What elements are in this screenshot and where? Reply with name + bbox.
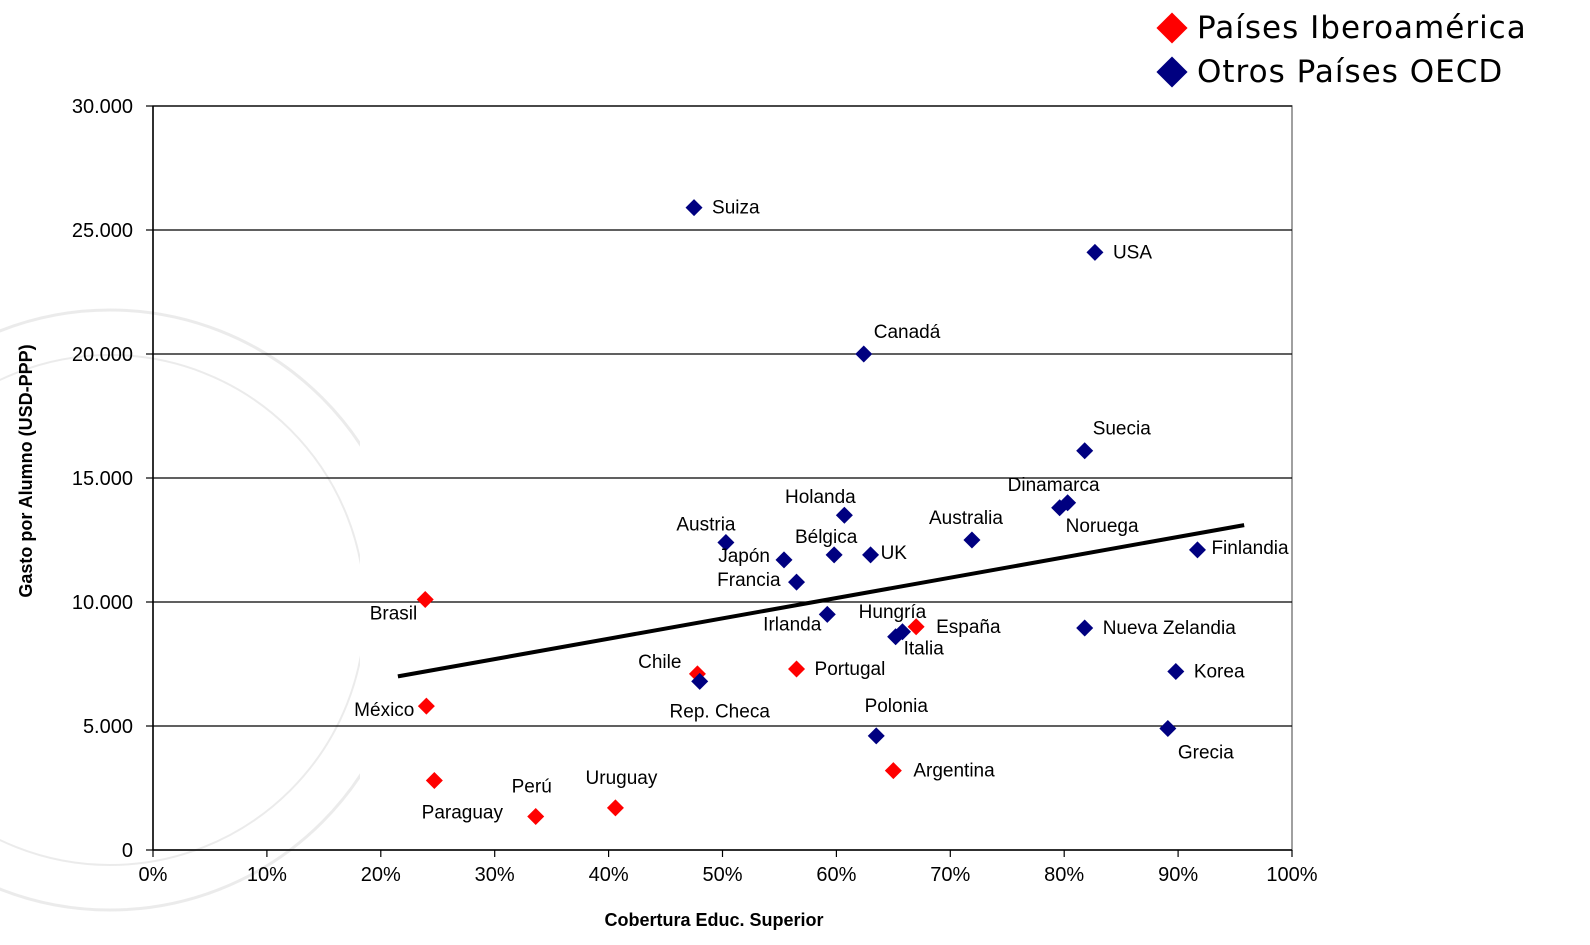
x-axis-ticks: 0% 10% 20% 30% 40% 50% 60% 70% 80% 90% 100% [139, 850, 1318, 886]
legend-item-iberoamerica: Países Iberoamérica [1155, 6, 1527, 50]
data-point [527, 808, 545, 826]
y-tick-label: 10.000 [72, 592, 133, 614]
data-point [425, 772, 443, 790]
x-tick-label: 30% [475, 864, 515, 886]
data-point [825, 546, 843, 564]
legend-item-oecd: Otros Países OECD [1155, 50, 1527, 94]
y-tick-label: 20.000 [72, 344, 133, 366]
data-point [691, 672, 709, 690]
legend-label-oecd: Otros Países OECD [1197, 54, 1504, 90]
data-point [887, 628, 905, 646]
y-tick-label: 25.000 [72, 220, 133, 242]
data-point [606, 799, 624, 817]
data-point [907, 618, 925, 636]
data-point [417, 697, 435, 715]
x-tick-label: 10% [247, 864, 287, 886]
point-label: Bélgica [795, 527, 858, 548]
trendline [397, 523, 1245, 679]
point-label: Austria [676, 514, 736, 535]
navy-diamond-icon [1156, 56, 1188, 88]
point-label: Finlandia [1211, 538, 1289, 559]
point-label: Noruega [1066, 516, 1139, 537]
y-tick-label: 30.000 [72, 96, 133, 118]
x-tick-label: 70% [930, 864, 970, 886]
point-label: Suecia [1093, 419, 1152, 440]
data-point [1086, 243, 1104, 261]
data-point [1159, 719, 1177, 737]
point-label: Brasil [370, 604, 418, 625]
data-point [884, 762, 902, 780]
data-point [1167, 662, 1185, 680]
x-tick-label: 0% [139, 864, 168, 886]
point-label: Polonia [865, 696, 929, 717]
red-diamond-icon [1156, 12, 1188, 44]
gridlines [153, 105, 1292, 727]
point-label: Portugal [815, 659, 886, 680]
point-label: España [936, 617, 1001, 638]
data-point [862, 546, 880, 564]
point-label: Australia [929, 508, 1003, 529]
point-label: Francia [717, 570, 781, 591]
data-point [717, 533, 735, 551]
x-tick-label: 40% [589, 864, 629, 886]
point-label: Holanda [785, 487, 856, 508]
data-point [1076, 442, 1094, 460]
x-axis-title: Cobertura Educ. Superior [604, 910, 823, 930]
legend: Países Iberoamérica Otros Países OECD [1155, 6, 1527, 94]
point-labels: Brasil México Paraguay Perú Uruguay Chile Port… [354, 198, 1289, 824]
point-label: Uruguay [586, 768, 658, 789]
data-point [818, 605, 836, 623]
x-tick-label: 80% [1044, 864, 1084, 886]
point-label: Perú [512, 777, 552, 798]
point-label: Irlanda [763, 614, 822, 635]
point-label: Grecia [1178, 742, 1234, 763]
y-tick-label: 5.000 [83, 716, 133, 738]
point-label: Nueva Zelandia [1103, 618, 1237, 639]
data-point [855, 345, 873, 363]
point-label: Dinamarca [1008, 475, 1100, 496]
point-label: México [354, 700, 414, 721]
y-tick-label: 15.000 [72, 468, 133, 490]
point-label: USA [1113, 242, 1152, 263]
data-point [963, 531, 981, 549]
point-label: Suiza [712, 198, 760, 219]
point-label: Argentina [913, 761, 995, 782]
data-point [788, 660, 806, 678]
data-point [685, 199, 703, 217]
data-point [867, 727, 885, 745]
x-tick-label: 20% [361, 864, 401, 886]
data-point [416, 591, 434, 609]
data-point [1188, 541, 1206, 559]
data-point [788, 573, 806, 591]
data-point [1051, 499, 1069, 517]
point-label: Japón [718, 546, 770, 567]
x-tick-label: 50% [702, 864, 742, 886]
point-label: Canadá [874, 322, 941, 343]
data-point [775, 551, 793, 569]
point-label: Korea [1194, 661, 1245, 682]
y-axis-ticks: 0 5.000 10.000 15.000 20.000 25.000 30.000 [72, 96, 153, 862]
x-tick-label: 60% [816, 864, 856, 886]
point-label: Hungría [859, 602, 927, 623]
point-label: UK [881, 543, 908, 564]
y-axis-title: Gasto por Alumno (USD-PPP) [16, 344, 36, 597]
point-label: Rep. Checa [670, 701, 771, 722]
legend-label-iberoamerica: Países Iberoamérica [1197, 10, 1527, 46]
data-point [835, 506, 853, 524]
y-tick-label: 0 [122, 840, 133, 862]
x-tick-label: 90% [1158, 864, 1198, 886]
x-tick-label: 100% [1266, 864, 1317, 886]
point-label: Chile [638, 652, 681, 673]
point-label: Italia [904, 639, 945, 660]
data-points [416, 199, 1206, 826]
data-point [1076, 619, 1094, 637]
point-label: Paraguay [422, 803, 504, 824]
